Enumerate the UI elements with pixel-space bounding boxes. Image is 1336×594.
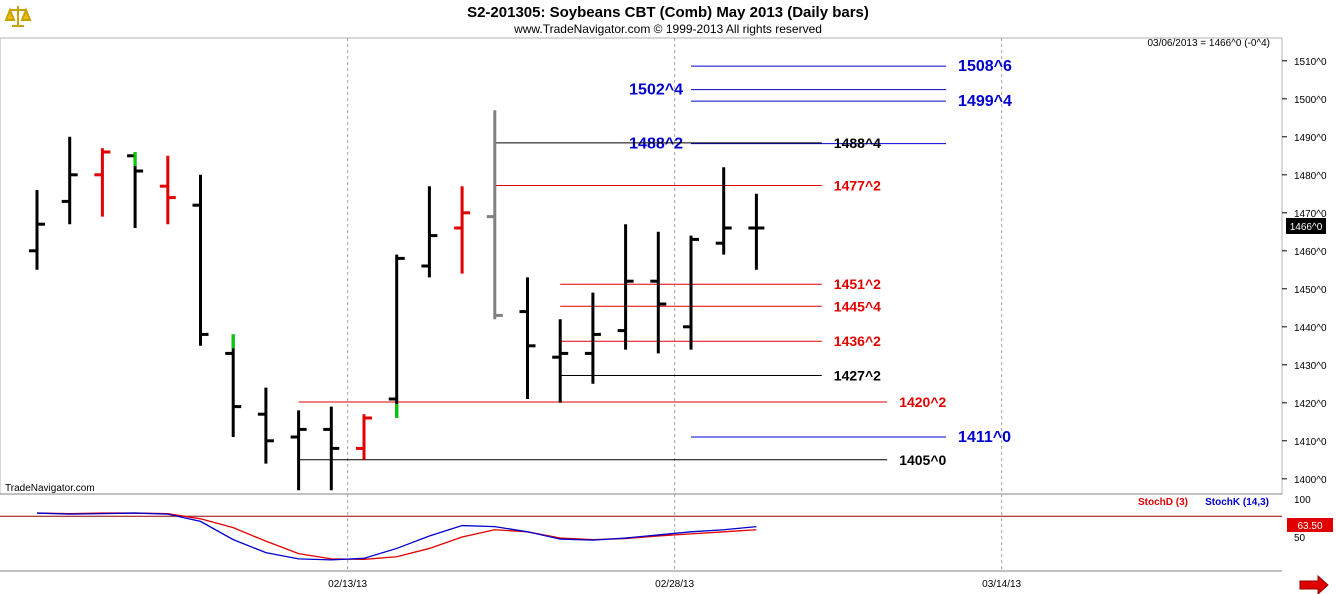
y-tick-label: 1470^0 [1294, 209, 1327, 220]
y-tick-label: 1460^0 [1294, 247, 1327, 258]
ohlc-bar [617, 224, 634, 350]
ohlc-bar [715, 167, 732, 255]
level-label: 1427^2 [834, 367, 881, 383]
ohlc-bar [159, 155, 176, 225]
ohlc-bar [486, 110, 503, 320]
last-quote: 03/06/2013 = 1466^0 (-0^4) [1147, 38, 1270, 49]
price-axis: 1400^0 1410^0 1420^0 1430^0 1440^0 1450^0 1460… [1282, 57, 1327, 486]
stochastic-pane: 100 50 [0, 495, 1311, 561]
right-arrow-icon[interactable] [1299, 574, 1329, 594]
ohlc-bar [29, 190, 45, 270]
y-tick-label: 1440^0 [1294, 323, 1327, 334]
level-label: 1488^2 [629, 136, 683, 153]
stoch-line [36, 512, 757, 561]
level-label: 1420^2 [899, 394, 946, 410]
ohlc-bar [552, 319, 569, 403]
ohlc-bar [290, 410, 307, 491]
ohlc-bar [61, 136, 78, 225]
x-tick-label: 02/13/13 [328, 579, 367, 590]
level-label: 1488^4 [834, 135, 881, 151]
ohlc-bar [225, 334, 242, 437]
level-label: 1445^4 [834, 298, 881, 314]
y-tick-label: 1430^0 [1294, 361, 1327, 372]
y-tick-label: 1400^0 [1294, 475, 1327, 486]
level-label: 1508^6 [958, 58, 1012, 75]
ohlc-bar [356, 414, 372, 460]
level-label: 1499^4 [958, 93, 1012, 110]
y-tick-label: 1450^0 [1294, 285, 1327, 296]
copyright-text: www.TradeNavigator.com © 1999-2013 All r… [513, 22, 822, 36]
ohlc-bar [257, 387, 274, 464]
ohlc-bar [421, 186, 438, 278]
y-tick-label: 1510^0 [1294, 57, 1327, 68]
stoch-tick-label: 50 [1294, 533, 1306, 544]
ohlc-bar [127, 152, 144, 228]
ohlc-bar [94, 148, 111, 217]
svg-text:63.50: 63.50 [1297, 521, 1322, 532]
date-gridlines [347, 38, 1003, 571]
level-label: 1411^0 [958, 429, 1011, 446]
ohlc-bars [29, 110, 765, 491]
ohlc-bar [683, 235, 699, 350]
y-tick-label: 1500^0 [1294, 95, 1327, 106]
legend-stochd: StochD (3) [1138, 497, 1188, 508]
legend-stochk: StochK (14,3) [1205, 497, 1269, 508]
last-price-badge: 1466^0 [1286, 218, 1326, 234]
y-tick-label: 1420^0 [1294, 399, 1327, 410]
ohlc-bar [388, 254, 405, 418]
y-tick-label: 1490^0 [1294, 133, 1327, 144]
chart-title: S2-201305: Soybeans CBT (Comb) May 2013 … [467, 4, 869, 21]
level-label: 1436^2 [834, 333, 881, 349]
watermark: TradeNavigator.com [5, 483, 95, 494]
level-label: 1451^2 [834, 276, 881, 292]
y-tick-label: 1480^0 [1294, 171, 1327, 182]
scale-icon[interactable] [4, 3, 32, 31]
date-axis: 02/13/13 02/28/13 03/14/13 [328, 579, 1021, 590]
y-tick-label: 1410^0 [1294, 437, 1327, 448]
ohlc-bar [192, 174, 209, 346]
ohlc-bar [748, 193, 765, 270]
ohlc-bar [519, 277, 536, 399]
svg-text:1466^0: 1466^0 [1290, 222, 1323, 233]
x-tick-label: 02/28/13 [655, 579, 694, 590]
stoch-value-badge: 63.50 [1287, 518, 1333, 532]
ohlc-bar [650, 231, 667, 354]
level-label: 1477^2 [834, 177, 881, 193]
ohlc-bar [323, 406, 340, 491]
ohlc-bar [584, 292, 601, 384]
level-label: 1502^4 [629, 82, 683, 99]
level-label: 1405^0 [899, 452, 946, 468]
ohlc-bar [454, 186, 471, 274]
stoch-tick-label: 100 [1294, 495, 1311, 506]
x-tick-label: 03/14/13 [982, 579, 1021, 590]
